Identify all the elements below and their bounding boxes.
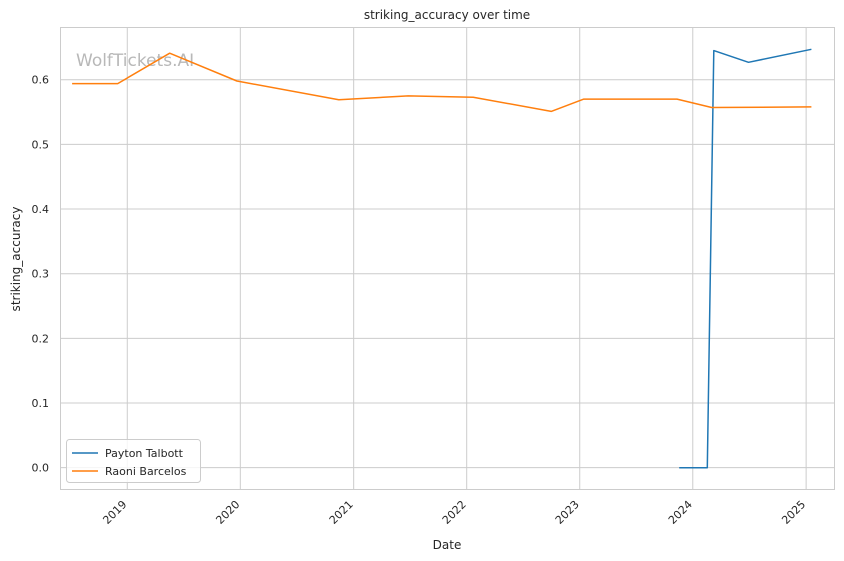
grid: [61, 28, 834, 489]
y-tick-label: 0.3: [32, 268, 50, 281]
y-tick-label: 0.6: [32, 74, 50, 87]
series-lines: [72, 48, 812, 469]
y-tick-label: 0.5: [32, 138, 50, 151]
legend: Payton Talbott Raoni Barcelos: [66, 439, 201, 483]
y-tick-label: 0.1: [32, 397, 50, 410]
series-line-raoni-barcelos: [72, 52, 812, 113]
legend-box: [66, 439, 201, 483]
y-tick-label: 0.2: [32, 332, 50, 345]
y-axis-label: striking_accuracy: [9, 207, 23, 312]
y-tick-labels: 0.0 0.1 0.2 0.3 0.4 0.5 0.6: [32, 74, 50, 475]
x-axis-label: Date: [433, 538, 462, 552]
plot-frame: [60, 27, 835, 490]
y-tick-label: 0.4: [32, 203, 50, 216]
series-line-payton-talbott: [679, 48, 812, 469]
watermark: WolfTickets.AI: [76, 51, 194, 71]
y-tick-label: 0.0: [32, 462, 50, 475]
legend-label-payton-talbott: Payton Talbott: [105, 447, 184, 460]
chart-title: striking_accuracy over time: [364, 8, 530, 22]
legend-label-raoni-barcelos: Raoni Barcelos: [105, 465, 187, 478]
